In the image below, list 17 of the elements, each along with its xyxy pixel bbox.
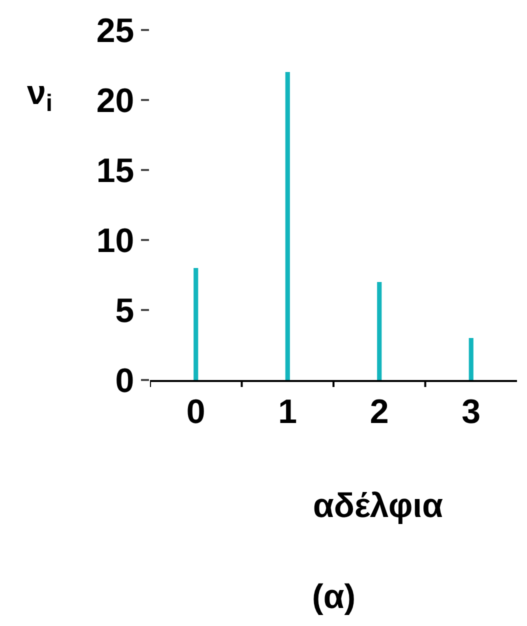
y-tick-label: 0 (115, 362, 134, 400)
bar (194, 268, 198, 380)
text: (α) (312, 578, 356, 616)
bar (285, 72, 290, 380)
y-tick-label: 5 (115, 292, 134, 330)
bar (468, 338, 474, 380)
x-tick-label: 2 (370, 392, 389, 431)
x-tick-label: 0 (186, 392, 206, 431)
y-tick-label: 25 (96, 12, 134, 50)
y-axis-title: ν$_{i}$ (27, 74, 53, 118)
y-tick-label: 15 (96, 152, 134, 190)
x-axis-title: αδέλφια (313, 487, 444, 525)
y-tick-label: 20 (96, 82, 134, 120)
x-tick-label: 1 (278, 392, 298, 431)
x-tick-label: 3 (462, 392, 481, 431)
bar (377, 282, 382, 380)
y-tick-label: 10 (96, 222, 134, 260)
